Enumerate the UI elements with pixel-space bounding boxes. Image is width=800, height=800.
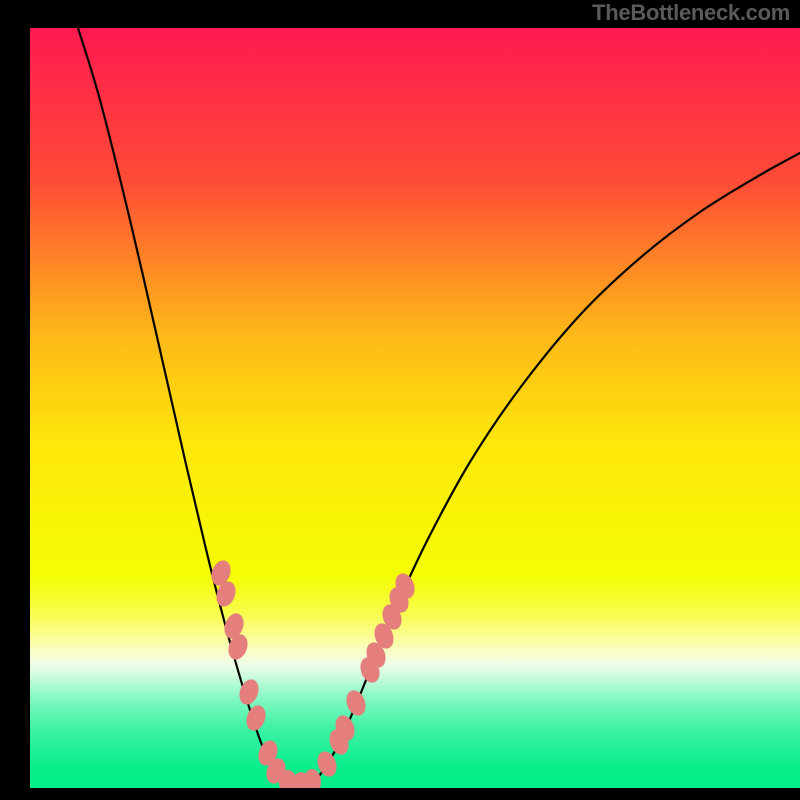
watermark-text: TheBottleneck.com (592, 0, 790, 26)
chart-svg (0, 0, 800, 800)
plot-background (30, 28, 800, 788)
chart-container: TheBottleneck.com (0, 0, 800, 800)
